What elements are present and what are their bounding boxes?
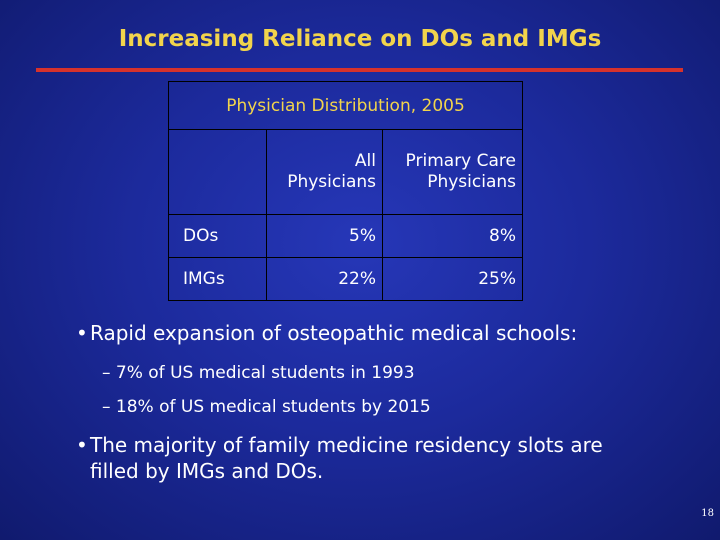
bullet-text: Rapid expansion of osteopathic medical s… (90, 321, 578, 345)
sub-bullet-item: – 7% of US medical students in 1993 (102, 363, 415, 383)
page-number: 18 (701, 508, 714, 519)
bullet-text: The majority of family medicine residenc… (90, 433, 603, 483)
table-caption: Physician Distribution, 2005 (167, 81, 524, 130)
cell-imgs-primary: 25% (381, 257, 524, 301)
cell-dos-all: 5% (266, 214, 383, 258)
bullet-dot-icon: • (76, 321, 88, 345)
cell-imgs-all: 22% (266, 257, 383, 301)
title-divider (36, 68, 683, 72)
physician-distribution-table: Physician Distribution, 2005 All Physici… (167, 81, 524, 301)
table-row: DOs 5% 8% (168, 214, 524, 258)
column-header-all-physicians: All Physicians (266, 129, 383, 215)
slide-title: Increasing Reliance on DOs and IMGs (118, 26, 602, 52)
row-label-imgs: IMGs (168, 257, 267, 301)
bullet-item: • Rapid expansion of osteopathic medical… (76, 320, 696, 346)
table-header-row: All Physicians Primary Care Physicians (168, 129, 524, 215)
bullet-item: • The majority of family medicine reside… (76, 432, 636, 484)
column-header-primary-care: Primary Care Physicians (381, 129, 524, 215)
table-row: IMGs 22% 25% (168, 257, 524, 301)
table-header-blank (168, 129, 267, 215)
cell-dos-primary: 8% (381, 214, 524, 258)
bullet-dot-icon: • (76, 433, 88, 457)
row-label-dos: DOs (168, 214, 267, 258)
sub-bullet-item: – 18% of US medical students by 2015 (102, 397, 431, 417)
